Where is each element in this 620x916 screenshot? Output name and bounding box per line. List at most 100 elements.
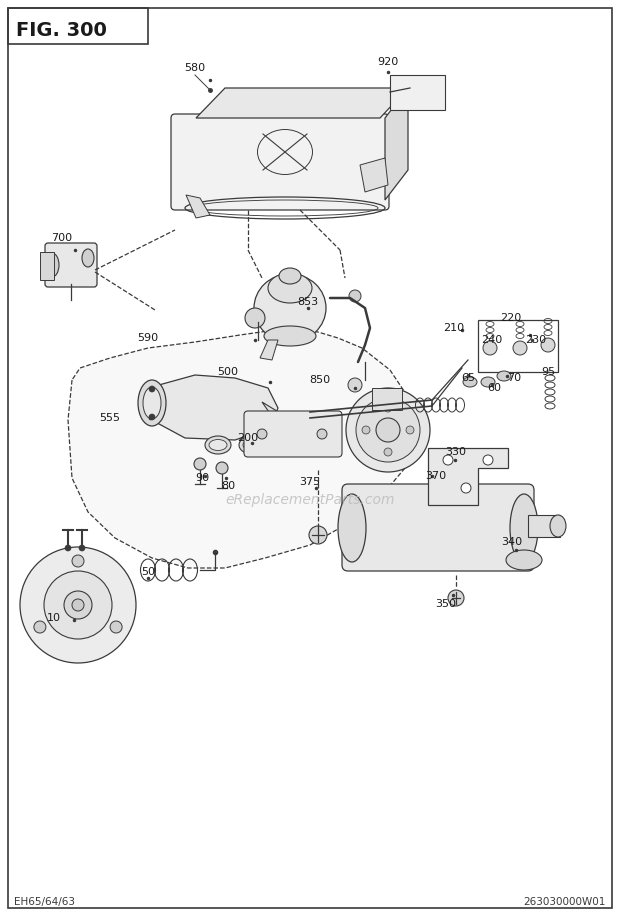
Circle shape [346,388,430,472]
Text: 230: 230 [525,335,547,345]
Ellipse shape [279,268,301,284]
Ellipse shape [506,550,542,570]
Bar [390,75,445,110]
Circle shape [317,429,327,439]
Circle shape [257,429,267,439]
Ellipse shape [264,326,316,346]
Circle shape [384,404,392,412]
Text: EH65/64/63: EH65/64/63 [14,897,75,907]
Circle shape [72,599,84,611]
Bar [372,388,402,410]
Circle shape [149,386,155,392]
Ellipse shape [338,494,366,562]
Circle shape [443,455,453,465]
FancyBboxPatch shape [45,243,97,287]
Circle shape [348,378,362,392]
Text: 70: 70 [507,373,521,383]
Polygon shape [360,158,388,192]
Circle shape [72,555,84,567]
Ellipse shape [205,436,231,454]
Ellipse shape [481,377,495,387]
Circle shape [245,308,265,328]
Ellipse shape [550,515,566,537]
Circle shape [384,448,392,456]
Ellipse shape [82,249,94,267]
Text: 580: 580 [184,63,206,73]
Text: 853: 853 [298,297,319,307]
Text: 220: 220 [500,313,521,323]
Polygon shape [262,402,295,435]
Circle shape [110,621,122,633]
Ellipse shape [268,273,312,303]
FancyArrowPatch shape [270,410,293,433]
Text: 65: 65 [461,373,475,383]
Polygon shape [68,330,415,568]
Ellipse shape [138,380,166,426]
Text: 375: 375 [299,477,321,487]
Circle shape [448,590,464,606]
Text: 263030000W01: 263030000W01 [524,897,606,907]
Ellipse shape [239,436,265,454]
Text: 555: 555 [99,413,120,423]
Circle shape [376,418,400,442]
Circle shape [20,547,136,663]
Circle shape [349,290,361,302]
Text: 850: 850 [309,375,330,385]
Text: eReplacementParts.com: eReplacementParts.com [225,493,395,507]
Bar [8,8,148,44]
Circle shape [483,455,493,465]
Text: 340: 340 [502,537,523,547]
Text: 80: 80 [221,481,235,491]
Ellipse shape [463,377,477,387]
Polygon shape [186,195,210,218]
Polygon shape [428,448,508,505]
Ellipse shape [497,371,511,381]
Text: 90: 90 [195,473,209,483]
Text: 370: 370 [425,471,446,481]
Circle shape [194,458,206,470]
Text: 60: 60 [487,383,501,393]
Circle shape [461,483,471,493]
Bar [40,252,54,280]
Circle shape [65,545,71,551]
Text: 350: 350 [435,599,456,609]
Circle shape [34,621,46,633]
FancyBboxPatch shape [244,411,342,457]
Ellipse shape [243,440,261,451]
Circle shape [541,338,555,352]
Polygon shape [148,375,278,440]
Bar [478,320,558,372]
Circle shape [309,526,327,544]
Text: 920: 920 [378,57,399,67]
Text: FIG. 300: FIG. 300 [16,20,107,39]
Text: 10: 10 [47,613,61,623]
Bar [528,515,560,537]
Text: 500: 500 [218,367,239,377]
Polygon shape [196,88,408,118]
Circle shape [64,591,92,619]
Circle shape [362,426,370,434]
Text: 95: 95 [541,367,555,377]
Ellipse shape [277,435,293,445]
Circle shape [406,426,414,434]
Ellipse shape [510,494,538,562]
FancyBboxPatch shape [171,114,389,210]
Ellipse shape [143,387,161,419]
Circle shape [216,462,228,474]
Circle shape [44,571,112,639]
Circle shape [79,545,85,551]
Polygon shape [260,340,278,360]
Text: 330: 330 [446,447,466,457]
Text: 210: 210 [443,323,464,333]
Text: 700: 700 [51,233,73,243]
Polygon shape [385,88,408,200]
Ellipse shape [209,440,227,451]
Text: 50: 50 [141,567,155,577]
Ellipse shape [254,274,326,342]
Text: 590: 590 [138,333,159,343]
Circle shape [149,414,155,420]
FancyBboxPatch shape [342,484,534,571]
Circle shape [513,341,527,355]
Circle shape [356,398,420,462]
Text: 240: 240 [481,335,503,345]
